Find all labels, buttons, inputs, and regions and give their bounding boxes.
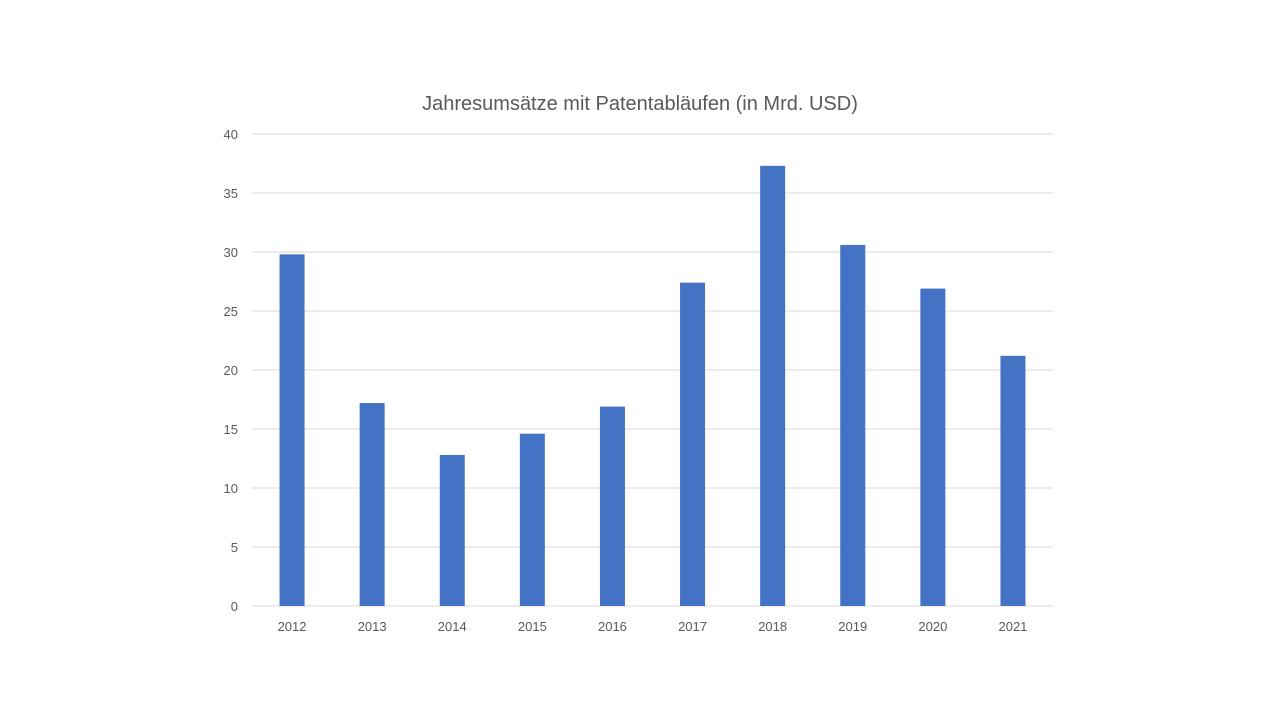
y-tick-label: 10 <box>224 481 238 496</box>
bar-2020 <box>920 288 946 606</box>
y-tick-label: 40 <box>224 127 238 142</box>
x-tick-label: 2017 <box>678 619 707 634</box>
x-tick-label: 2013 <box>358 619 387 634</box>
y-tick-label: 25 <box>224 304 238 319</box>
bar-2013 <box>359 403 385 606</box>
bar-2012 <box>279 254 305 607</box>
x-tick-label: 2012 <box>278 619 307 634</box>
y-tick-label: 30 <box>224 245 238 260</box>
bars <box>279 165 1026 607</box>
x-tick-label: 2020 <box>918 619 947 634</box>
y-tick-label: 0 <box>231 599 238 614</box>
y-tick-label: 35 <box>224 186 238 201</box>
bar-2016 <box>599 406 625 606</box>
x-tick-label: 2019 <box>838 619 867 634</box>
bar-2014 <box>439 454 465 606</box>
y-axis-tick-labels: 0 5 10 15 20 25 30 35 40 <box>224 127 238 614</box>
bar-2018 <box>760 165 786 607</box>
y-tick-label: 20 <box>224 363 238 378</box>
x-axis-tick-labels: 2012 2013 2014 2015 2016 2017 2018 2019 2020 2021 <box>278 619 1028 634</box>
x-tick-label: 2016 <box>598 619 627 634</box>
x-tick-label: 2021 <box>998 619 1027 634</box>
chart-title: Jahresumsätze mit Patentabläufen (in Mrd… <box>422 93 858 115</box>
x-tick-label: 2018 <box>758 619 787 634</box>
bar-2015 <box>519 433 545 606</box>
y-tick-label: 5 <box>231 540 238 555</box>
y-tick-label: 15 <box>224 422 238 437</box>
gridlines <box>252 133 1053 607</box>
x-tick-label: 2014 <box>438 619 467 634</box>
bar-2019 <box>840 244 866 607</box>
bar-2017 <box>680 282 706 606</box>
bar-2021 <box>1000 355 1026 606</box>
x-tick-label: 2015 <box>518 619 547 634</box>
